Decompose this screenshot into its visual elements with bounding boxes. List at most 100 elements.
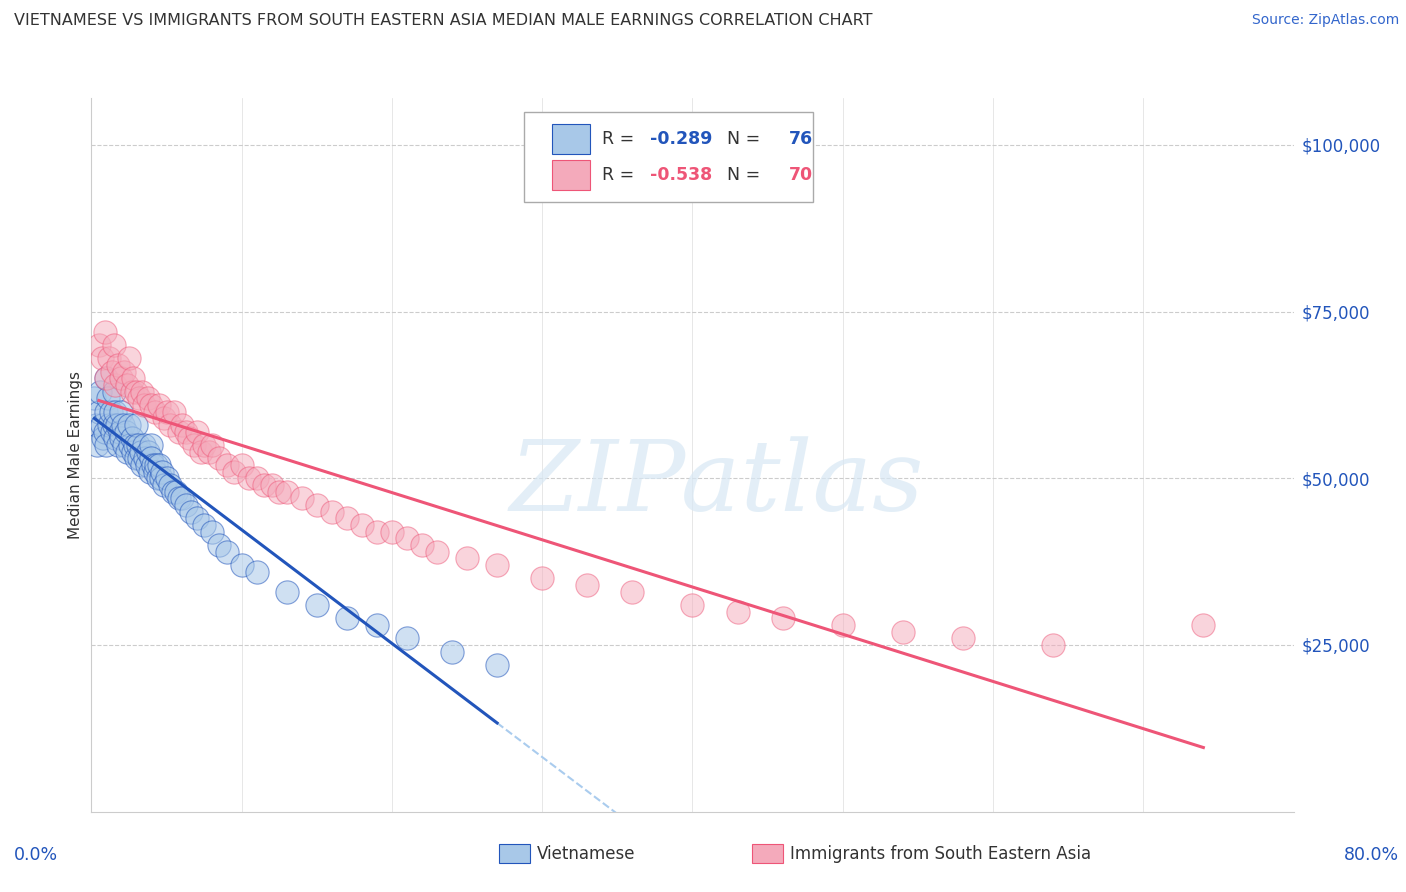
- Point: [150, 465, 173, 479]
- Point: [101, 425, 124, 439]
- Point: [117, 377, 139, 392]
- Text: Immigrants from South Eastern Asia: Immigrants from South Eastern Asia: [790, 845, 1091, 863]
- Point: [83, 391, 105, 405]
- Point: [186, 425, 208, 439]
- Point: [121, 431, 143, 445]
- Point: [118, 417, 141, 432]
- Point: [115, 425, 138, 439]
- Point: [486, 658, 509, 673]
- Point: [87, 338, 110, 352]
- Point: [269, 484, 291, 499]
- Point: [224, 465, 246, 479]
- Point: [148, 398, 170, 412]
- Point: [100, 404, 122, 418]
- Point: [170, 491, 193, 506]
- Point: [276, 484, 298, 499]
- Point: [305, 598, 328, 612]
- Point: [238, 471, 260, 485]
- Point: [96, 438, 118, 452]
- Point: [89, 384, 111, 399]
- Point: [86, 438, 108, 452]
- Point: [366, 618, 388, 632]
- Point: [152, 411, 174, 425]
- Point: [174, 425, 197, 439]
- Point: [193, 518, 215, 533]
- Point: [681, 598, 703, 612]
- Point: [107, 438, 129, 452]
- Point: [215, 544, 238, 558]
- Point: [336, 611, 359, 625]
- Text: R =: R =: [602, 166, 640, 184]
- Point: [576, 578, 599, 592]
- Point: [122, 371, 145, 385]
- Text: 0.0%: 0.0%: [14, 846, 58, 863]
- Point: [305, 498, 328, 512]
- Point: [103, 338, 125, 352]
- Point: [104, 431, 127, 445]
- Point: [138, 391, 160, 405]
- Point: [246, 565, 269, 579]
- Point: [87, 404, 110, 418]
- Point: [162, 484, 184, 499]
- Point: [84, 417, 107, 432]
- Point: [276, 584, 298, 599]
- Point: [111, 417, 134, 432]
- Point: [395, 632, 418, 646]
- Point: [142, 458, 165, 472]
- Point: [127, 438, 149, 452]
- Text: 76: 76: [789, 130, 813, 148]
- Point: [128, 391, 150, 405]
- Point: [215, 458, 238, 472]
- Point: [94, 325, 117, 339]
- Point: [952, 632, 974, 646]
- Point: [141, 438, 163, 452]
- Text: N =: N =: [717, 166, 766, 184]
- Point: [104, 377, 127, 392]
- Point: [114, 365, 136, 379]
- Point: [891, 624, 914, 639]
- Point: [186, 511, 208, 525]
- Bar: [499, 844, 530, 863]
- Point: [321, 505, 343, 519]
- Point: [231, 558, 253, 572]
- Point: [291, 491, 314, 506]
- Point: [110, 371, 132, 385]
- Point: [208, 538, 231, 552]
- FancyBboxPatch shape: [551, 160, 591, 190]
- Point: [117, 444, 139, 458]
- Point: [136, 458, 159, 472]
- Point: [114, 438, 136, 452]
- Point: [122, 444, 145, 458]
- Point: [159, 417, 181, 432]
- Point: [395, 531, 418, 545]
- Point: [159, 478, 181, 492]
- Point: [94, 425, 117, 439]
- Point: [180, 505, 202, 519]
- FancyBboxPatch shape: [551, 124, 591, 154]
- Point: [118, 351, 141, 366]
- Point: [231, 458, 253, 472]
- Point: [1042, 638, 1064, 652]
- Text: Source: ZipAtlas.com: Source: ZipAtlas.com: [1251, 13, 1399, 28]
- Text: 70: 70: [789, 166, 813, 184]
- Point: [131, 384, 153, 399]
- Text: R =: R =: [602, 130, 640, 148]
- Point: [336, 511, 359, 525]
- Point: [727, 605, 749, 619]
- Point: [120, 438, 142, 452]
- Point: [456, 551, 478, 566]
- Point: [831, 618, 853, 632]
- Point: [105, 417, 128, 432]
- Point: [141, 451, 163, 466]
- Point: [486, 558, 509, 572]
- Point: [253, 478, 276, 492]
- Point: [125, 451, 148, 466]
- Point: [155, 404, 177, 418]
- Point: [101, 365, 124, 379]
- Point: [208, 451, 231, 466]
- Point: [143, 465, 166, 479]
- Point: [110, 404, 132, 418]
- Text: -0.289: -0.289: [651, 130, 713, 148]
- Point: [197, 444, 219, 458]
- Point: [96, 404, 118, 418]
